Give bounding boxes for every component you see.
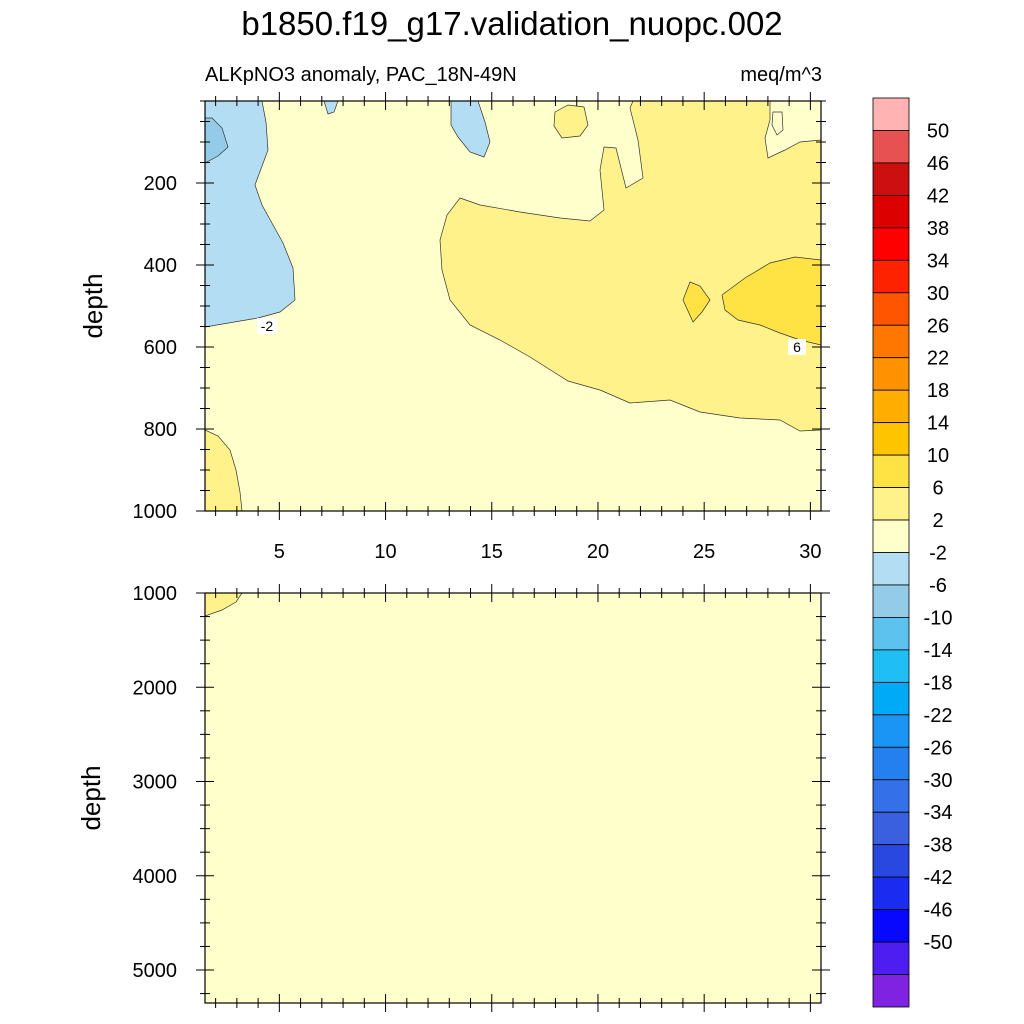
region-negative-patch-1 xyxy=(323,101,339,115)
colorbar-label: -38 xyxy=(924,835,953,857)
x-tick-label: 20 xyxy=(587,541,609,563)
colorbar-box xyxy=(872,649,910,683)
lower-contour-plot xyxy=(205,593,821,1003)
colorbar-label: 46 xyxy=(927,153,949,175)
colorbar-box xyxy=(872,97,910,131)
colorbar-label: -22 xyxy=(924,705,953,727)
colorbar-label: 10 xyxy=(927,445,949,467)
region-positive-surface-patch xyxy=(553,104,589,139)
x-tick-label: 15 xyxy=(481,541,503,563)
colorbar: 50 46 42 38 34 30 26 22 18 14 10 6 2 -2 -6 -10 -14 -18 -22… xyxy=(872,97,953,1008)
colorbar-label: -26 xyxy=(924,737,953,759)
colorbar-label: 18 xyxy=(927,380,949,402)
colorbar-label: 14 xyxy=(927,413,949,435)
y-tick-label: 1000 xyxy=(133,583,178,605)
colorbar-label: 22 xyxy=(927,348,949,370)
colorbar-label: -34 xyxy=(924,802,953,824)
region-strong-negative-corner xyxy=(205,117,229,164)
colorbar-box xyxy=(872,552,910,586)
colorbar-label: 2 xyxy=(932,510,943,532)
region-strong-positive-cell xyxy=(682,281,711,323)
colorbar-box xyxy=(872,974,910,1008)
left-string: ALKpNO3 anomaly, PAC_18N-49N xyxy=(205,64,517,86)
region-positive-deep-left xyxy=(205,429,243,511)
colorbar-box xyxy=(872,519,910,553)
colorbar-box xyxy=(872,194,910,229)
colorbar-label: 50 xyxy=(927,120,949,142)
figure-title: b1850.f19_g17.validation_nuopc.002 xyxy=(241,5,782,42)
x-tick-label: 25 xyxy=(693,541,715,563)
colorbar-box xyxy=(872,454,910,488)
contour-label-neg2: -2 xyxy=(261,318,274,334)
region-negative-patch-2 xyxy=(450,101,491,158)
region-neutral-deep xyxy=(205,593,821,1003)
lower-y-axis-label: depth xyxy=(76,765,106,830)
upper-y-axis: 200 400 600 800 1000 xyxy=(133,100,830,523)
region-neutral-small xyxy=(771,111,784,136)
region-strong-positive xyxy=(721,256,821,346)
y-tick-label: 800 xyxy=(144,419,177,441)
colorbar-box xyxy=(872,876,910,911)
colorbar-box xyxy=(872,422,910,456)
colorbar-box xyxy=(872,681,910,716)
colorbar-box xyxy=(872,389,910,424)
colorbar-label: 26 xyxy=(927,315,949,337)
region-positive-deep-corner xyxy=(205,593,243,617)
y-tick-label: 400 xyxy=(144,255,177,277)
lower-x-axis xyxy=(215,584,811,1012)
colorbar-box xyxy=(872,357,910,391)
x-tick-label: 5 xyxy=(274,541,285,563)
colorbar-box xyxy=(872,584,910,618)
colorbar-label: 38 xyxy=(927,218,949,240)
colorbar-label: -6 xyxy=(929,575,947,597)
colorbar-box xyxy=(872,227,910,261)
x-tick-label: 10 xyxy=(374,541,396,563)
colorbar-box xyxy=(872,779,910,813)
y-tick-label: 2000 xyxy=(133,677,178,699)
colorbar-label: 34 xyxy=(927,250,949,272)
y-tick-label: 3000 xyxy=(133,772,178,794)
colorbar-label: -30 xyxy=(924,770,953,792)
y-tick-label: 200 xyxy=(144,173,177,195)
colorbar-label: -2 xyxy=(929,543,947,565)
colorbar-label: -14 xyxy=(924,640,953,662)
colorbar-box xyxy=(872,292,910,326)
colorbar-box xyxy=(872,162,910,196)
upper-contour-plot xyxy=(205,101,821,511)
colorbar-box xyxy=(872,714,910,748)
colorbar-label: -46 xyxy=(924,900,953,922)
colorbar-label: 6 xyxy=(932,478,943,500)
upper-x-axis: 5 10 15 20 25 30 xyxy=(215,92,822,563)
colorbar-label: -50 xyxy=(924,932,953,954)
y-tick-label: 600 xyxy=(144,337,177,359)
y-tick-label: 4000 xyxy=(133,866,178,888)
colorbar-box xyxy=(872,746,910,781)
y-tick-label: 1000 xyxy=(133,501,178,523)
colorbar-label: -10 xyxy=(924,607,953,629)
x-tick-label: 30 xyxy=(799,541,821,563)
colorbar-box xyxy=(872,487,910,521)
colorbar-box xyxy=(872,909,910,943)
upper-y-axis-label: depth xyxy=(78,273,108,338)
y-tick-label: 5000 xyxy=(133,960,178,982)
colorbar-label: -42 xyxy=(924,867,953,889)
colorbar-box xyxy=(872,844,910,878)
colorbar-box xyxy=(872,130,910,164)
colorbar-box xyxy=(872,941,910,975)
colorbar-label: 42 xyxy=(927,185,949,207)
units-string: meq/m^3 xyxy=(740,64,822,86)
colorbar-box xyxy=(872,324,910,359)
colorbar-box xyxy=(872,811,910,846)
colorbar-box xyxy=(872,617,910,651)
contour-label-6: 6 xyxy=(793,339,801,355)
colorbar-box xyxy=(872,259,910,294)
colorbar-label: -18 xyxy=(924,672,953,694)
upper-contour-labels: -2 6 xyxy=(257,318,806,355)
colorbar-label: 30 xyxy=(927,283,949,305)
lower-y-axis: 1000 2000 3000 4000 5000 xyxy=(133,583,830,995)
region-positive-main xyxy=(439,101,821,432)
